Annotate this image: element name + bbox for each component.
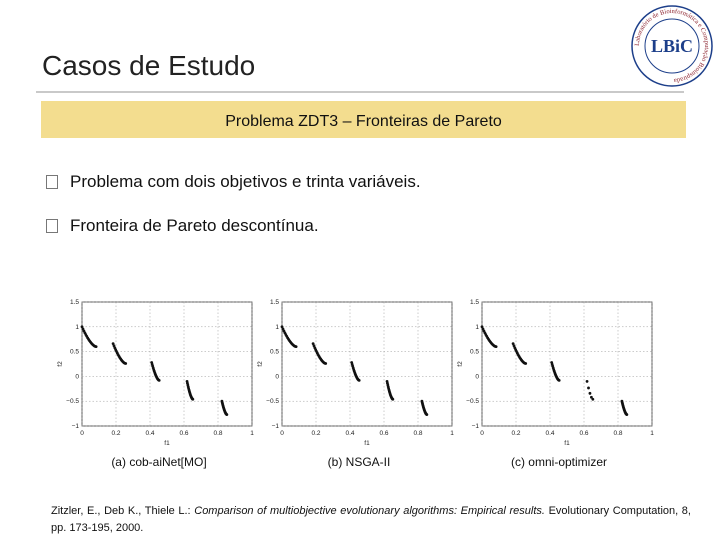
y-axis-label: f2 <box>57 361 64 367</box>
chart-2: 0 0.2 0.4 0.6 0.8 1 1.5 1 0.5 0 −0.5 −1 f1 f2 (b) NSGA… <box>257 299 454 469</box>
bullet-item: Fronteira de Pareto descontínua. <box>46 216 319 236</box>
y-tick-label: 0 <box>75 373 79 380</box>
x-tick-label: 0.6 <box>579 430 588 437</box>
y-tick-label: −1 <box>272 423 280 430</box>
chart-caption: (a) cob-aiNet[MO] <box>111 455 206 469</box>
y-tick-label: 0.5 <box>470 349 479 356</box>
citation-authors: Zitzler, E., Deb K., Thiele L.: <box>51 505 195 517</box>
y-tick-label: 1.5 <box>470 299 479 306</box>
plot-area <box>81 301 253 427</box>
x-tick-label: 0 <box>280 430 284 437</box>
data-point <box>294 345 298 349</box>
x-tick-label: 1 <box>650 430 654 437</box>
x-tick-label: 0.2 <box>511 430 520 437</box>
y-tick-label: 1.5 <box>270 299 279 306</box>
plot-area <box>281 301 453 427</box>
y-tick-label: 1.5 <box>70 299 79 306</box>
data-point <box>557 378 561 382</box>
data-point <box>157 378 161 382</box>
section-banner: Problema ZDT3 – Fronteiras de Pareto <box>41 101 686 138</box>
y-tick-label: −1 <box>472 423 480 430</box>
x-tick-label: 1 <box>450 430 454 437</box>
lbic-logo: Laboratório de Bioinformática e Computaç… <box>631 5 713 87</box>
data-point <box>324 362 328 365</box>
x-tick-label: 0.6 <box>379 430 388 437</box>
data-point <box>94 345 98 349</box>
x-tick-label: 0.4 <box>345 430 354 437</box>
data-point <box>524 362 528 365</box>
chart-3: 0 0.2 0.4 0.6 0.8 1 1.5 1 0.5 0 −0.5 −1 f1 f2 (c) omni… <box>457 299 654 469</box>
x-axis-label: f1 <box>564 440 570 447</box>
y-tick-label: 0.5 <box>70 349 79 356</box>
y-tick-label: −0.5 <box>466 398 479 405</box>
data-point <box>585 379 589 383</box>
data-point <box>587 386 590 390</box>
slide-title: Casos de Estudo <box>42 50 256 81</box>
y-tick-label: 1 <box>275 324 279 331</box>
bullet-box-icon <box>46 175 58 189</box>
x-tick-label: 0.2 <box>311 430 320 437</box>
logo-text: LBiC <box>651 36 693 56</box>
data-point <box>591 397 595 401</box>
chart-caption: (b) NSGA-II <box>328 455 391 469</box>
data-point <box>588 391 592 395</box>
x-tick-label: 0.8 <box>413 430 422 437</box>
x-tick-label: 0.8 <box>213 430 222 437</box>
bullet-text: Problema com dois objetivos e trinta var… <box>70 172 421 191</box>
y-tick-label: −0.5 <box>266 398 279 405</box>
citation: Zitzler, E., Deb K., Thiele L.: Comparis… <box>51 503 691 537</box>
bullet-text: Fronteira de Pareto descontínua. <box>70 216 319 235</box>
plot-area <box>481 301 653 427</box>
x-tick-label: 0.4 <box>145 430 154 437</box>
x-axis-label: f1 <box>364 440 370 447</box>
y-axis-label: f2 <box>457 361 464 367</box>
y-tick-label: 1 <box>475 324 479 331</box>
data-point <box>391 397 395 401</box>
x-tick-label: 0 <box>80 430 84 437</box>
pareto-front-plots: 0 0.2 0.4 0.6 0.8 1 1.5 1 0.5 0 −0.5 −1 f1 f2 (a) cob-… <box>57 299 654 469</box>
y-tick-label: −0.5 <box>66 398 79 405</box>
y-tick-label: 0.5 <box>270 349 279 356</box>
data-point <box>357 378 361 382</box>
x-tick-label: 0 <box>480 430 484 437</box>
citation-source: Evolutionary Computation, 8, pp. 173-195… <box>51 505 691 534</box>
data-point <box>589 395 593 399</box>
data-point <box>425 413 429 416</box>
title-divider <box>36 91 684 93</box>
x-tick-label: 0.2 <box>111 430 120 437</box>
data-point <box>625 413 629 416</box>
bullet-item: Problema com dois objetivos e trinta var… <box>46 172 421 192</box>
data-point <box>225 413 229 416</box>
chart-caption: (c) omni-optimizer <box>511 455 607 469</box>
x-tick-label: 0.6 <box>179 430 188 437</box>
y-tick-label: −1 <box>72 423 80 430</box>
chart-1: 0 0.2 0.4 0.6 0.8 1 1.5 1 0.5 0 −0.5 −1 f1 f2 (a) cob-… <box>57 299 254 469</box>
citation-work: Comparison of multiobjective evolutionar… <box>194 505 545 517</box>
data-point <box>494 345 498 349</box>
x-tick-label: 0.4 <box>545 430 554 437</box>
data-point <box>191 397 195 401</box>
y-tick-label: 0 <box>475 373 479 380</box>
y-tick-label: 1 <box>75 324 79 331</box>
y-tick-label: 0 <box>275 373 279 380</box>
y-axis-label: f2 <box>257 361 264 367</box>
bullet-box-icon <box>46 219 58 233</box>
x-axis-label: f1 <box>164 440 170 447</box>
data-point <box>124 362 128 365</box>
x-tick-label: 1 <box>250 430 254 437</box>
x-tick-label: 0.8 <box>613 430 622 437</box>
